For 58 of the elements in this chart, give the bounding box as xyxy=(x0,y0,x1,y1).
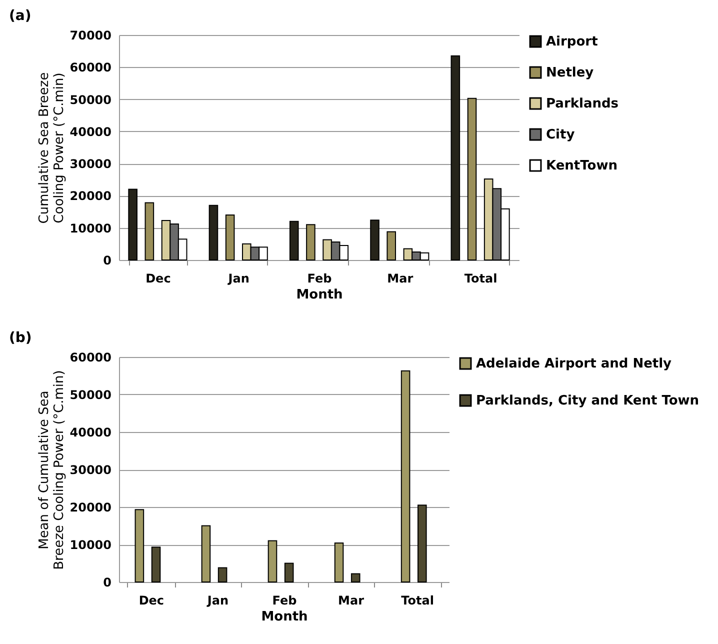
legend-label: City xyxy=(546,128,576,142)
x-tick-label: Total xyxy=(401,594,434,608)
bar xyxy=(284,562,294,582)
y-tick-label: 70000 xyxy=(70,28,112,42)
x-tick-label: Jan xyxy=(227,272,250,286)
y-tick-label: 10000 xyxy=(70,221,112,236)
legend-label: Parklands xyxy=(546,96,619,112)
bar xyxy=(201,525,211,582)
y-tick-label: 50000 xyxy=(70,92,112,107)
bar xyxy=(128,188,138,260)
bar xyxy=(218,567,228,582)
bar xyxy=(467,98,477,260)
bar xyxy=(450,55,460,260)
y-axis-title: Mean of Cumulative Sea Breeze Cooling Power (°C.min) xyxy=(36,370,67,570)
y-tick-label: 60000 xyxy=(70,60,112,75)
x-tick-label: Mar xyxy=(387,272,414,286)
legend-label: Parklands, City and Kent Town xyxy=(476,394,700,408)
x-tick-label: Jan xyxy=(206,594,229,608)
bar xyxy=(289,220,299,260)
y-tick-label: 50000 xyxy=(70,388,112,402)
x-tick-label: Dec xyxy=(138,594,164,608)
legend-label: Adelaide Airport and Netly xyxy=(476,356,672,372)
x-tick-label: Feb xyxy=(272,594,298,608)
bar xyxy=(334,542,344,582)
y-axis-title: Cumulative Sea Breeze Cooling Power (°C.min) xyxy=(36,72,67,224)
chart-title: (b) xyxy=(9,330,32,346)
chart-title: (a) xyxy=(9,8,32,24)
bar xyxy=(151,546,161,582)
y-tick-label: 0 xyxy=(103,576,112,590)
bar xyxy=(268,540,278,582)
bar xyxy=(386,231,396,260)
x-axis-title: Month xyxy=(296,288,343,302)
y-tick-label: 30000 xyxy=(70,463,112,477)
x-axis-title: Month xyxy=(261,610,308,624)
y-tick-label: 40000 xyxy=(70,426,112,440)
y-tick-label: 30000 xyxy=(70,157,112,172)
legend-label: Netley xyxy=(546,66,594,80)
legend-label: Airport xyxy=(546,34,598,50)
bar xyxy=(225,214,235,260)
x-tick-label: Feb xyxy=(307,272,332,286)
x-tick-label: Dec xyxy=(146,272,171,286)
y-tick-label: 40000 xyxy=(70,124,112,139)
bar xyxy=(400,370,410,582)
y-tick-label: 60000 xyxy=(70,350,112,364)
bar xyxy=(418,504,427,582)
bar xyxy=(134,509,144,582)
y-tick-label: 10000 xyxy=(70,538,112,552)
x-tick-label: Total xyxy=(464,272,498,286)
bar xyxy=(144,202,154,260)
y-tick-label: 0 xyxy=(103,254,112,268)
bar xyxy=(350,573,360,582)
x-tick-label: Mar xyxy=(338,594,364,608)
legend-label: KentTown xyxy=(546,158,618,174)
y-tick-label: 20000 xyxy=(70,189,112,204)
bar xyxy=(208,204,218,260)
bar xyxy=(370,220,380,260)
bar xyxy=(306,224,316,260)
y-tick-label: 20000 xyxy=(70,500,112,514)
